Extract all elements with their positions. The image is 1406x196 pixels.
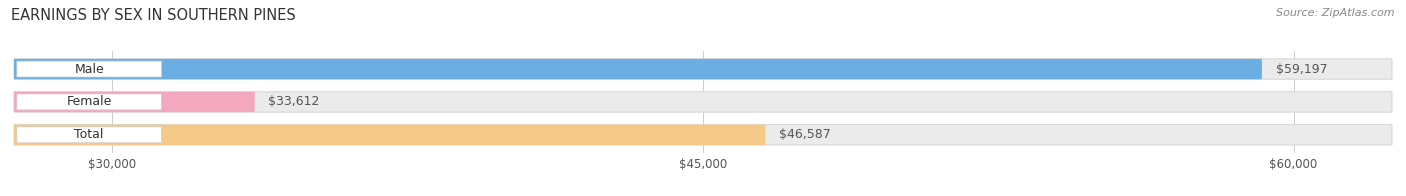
FancyBboxPatch shape <box>14 59 1263 79</box>
Text: $59,197: $59,197 <box>1275 63 1327 75</box>
Text: Total: Total <box>75 128 104 141</box>
Text: $46,587: $46,587 <box>779 128 831 141</box>
FancyBboxPatch shape <box>14 125 765 145</box>
FancyBboxPatch shape <box>14 92 254 112</box>
FancyBboxPatch shape <box>14 59 1392 79</box>
FancyBboxPatch shape <box>17 61 162 77</box>
FancyBboxPatch shape <box>17 127 162 143</box>
FancyBboxPatch shape <box>14 125 1392 145</box>
FancyBboxPatch shape <box>17 94 162 110</box>
Text: Male: Male <box>75 63 104 75</box>
FancyBboxPatch shape <box>14 92 1392 112</box>
Text: EARNINGS BY SEX IN SOUTHERN PINES: EARNINGS BY SEX IN SOUTHERN PINES <box>11 8 297 23</box>
Text: Female: Female <box>66 95 112 108</box>
Text: $33,612: $33,612 <box>269 95 319 108</box>
Text: Source: ZipAtlas.com: Source: ZipAtlas.com <box>1277 8 1395 18</box>
